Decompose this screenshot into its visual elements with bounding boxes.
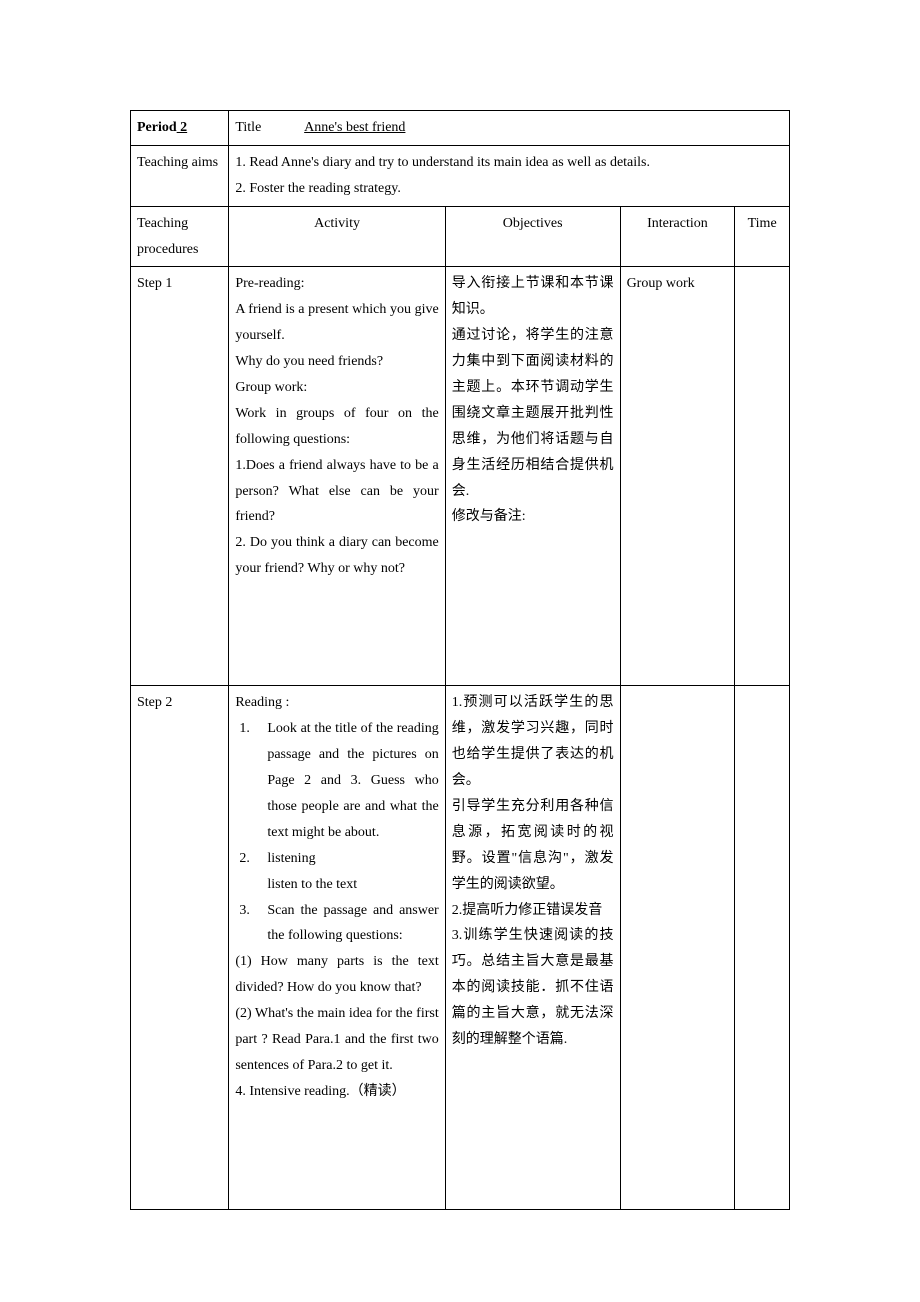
step1-obj-p2: 通过讨论，将学生的注意力集中到下面阅读材料的主题上。本环节调动学生围绕文章主题展… xyxy=(452,323,614,504)
aims-line2: 2. Foster the reading strategy. xyxy=(235,176,783,202)
step1-groupwork: Group work: xyxy=(235,375,438,401)
header-objectives: Objectives xyxy=(445,206,620,267)
step2-n1: 1. xyxy=(235,716,267,845)
step2-reading: Reading : xyxy=(235,690,438,716)
proc-label-l1: Teaching xyxy=(137,211,222,237)
step1-item1: 1.Does a friend always have to be a pers… xyxy=(235,453,438,531)
step1-time xyxy=(735,267,790,686)
cell-title: Title Anne's best friend xyxy=(229,111,790,146)
period-label: Period xyxy=(137,120,177,135)
step2-q2: (2) What's the main idea for the first p… xyxy=(235,1001,438,1079)
row-teaching-aims: Teaching aims 1. Read Anne's diary and t… xyxy=(131,145,790,206)
step2-n3-txt: Scan the passage and answer the followin… xyxy=(267,898,438,950)
period-number: 2 xyxy=(177,120,188,135)
step2-n4: 4. Intensive reading.（精读） xyxy=(235,1079,438,1105)
step2-n2-txt: listening xyxy=(267,846,438,872)
step1-activity: Pre-reading: A friend is a present which… xyxy=(229,267,445,686)
step2-obj-p2: 引导学生充分利用各种信息源，拓宽阅读时的视野。设置"信息沟"，激发学生的阅读欲望… xyxy=(452,794,614,898)
step2-n3: 3. xyxy=(235,898,267,950)
lesson-plan-page: Period 2 Title Anne's best friend Teachi… xyxy=(0,0,920,1250)
step2-q1: (1) How many parts is the text divided? … xyxy=(235,949,438,1001)
step1-q1: Why do you need friends? xyxy=(235,349,438,375)
step2-n2: 2. xyxy=(235,846,267,872)
step2-obj-p1: 1.预测可以活跃学生的思维，激发学习兴趣，同时也给学生提供了表达的机会。 xyxy=(452,690,614,794)
step1-quote: A friend is a present which you give you… xyxy=(235,297,438,349)
step2-obj-p4: 3.训练学生快速阅读的技巧。总结主旨大意是最基本的阅读技能．抓不住语篇的主旨大意… xyxy=(452,923,614,1052)
lesson-plan-table: Period 2 Title Anne's best friend Teachi… xyxy=(130,110,790,1210)
header-interaction: Interaction xyxy=(620,206,735,267)
step1-objectives: 导入衔接上节课和本节课知识。 通过讨论，将学生的注意力集中到下面阅读材料的主题上… xyxy=(445,267,620,686)
step2-objectives: 1.预测可以活跃学生的思维，激发学习兴趣，同时也给学生提供了表达的机会。 引导学… xyxy=(445,686,620,1210)
step2-item1: 1. Look at the title of the reading pass… xyxy=(235,716,438,845)
header-activity: Activity xyxy=(229,206,445,267)
proc-label-l2: procedures xyxy=(137,237,222,263)
step1-prereading: Pre-reading: xyxy=(235,271,438,297)
step2-interaction xyxy=(620,686,735,1210)
step2-n1-txt: Look at the title of the reading passage… xyxy=(267,716,438,845)
step1-gw-intro: Work in groups of four on the following … xyxy=(235,401,438,453)
row-step2: Step 2 Reading : 1. Look at the title of… xyxy=(131,686,790,1210)
step1-item2: 2. Do you think a diary can become your … xyxy=(235,530,438,582)
step1-obj-p1: 导入衔接上节课和本节课知识。 xyxy=(452,271,614,323)
step1-interaction: Group work xyxy=(620,267,735,686)
step2-item3: 3. Scan the passage and answer the follo… xyxy=(235,898,438,950)
cell-period: Period 2 xyxy=(131,111,229,146)
cell-procedures-label: Teaching procedures xyxy=(131,206,229,267)
row-step1: Step 1 Pre-reading: A friend is a presen… xyxy=(131,267,790,686)
title-label: Title xyxy=(235,120,261,135)
step2-obj-p3: 2.提高听力修正错误发音 xyxy=(452,898,614,924)
step1-obj-note: 修改与备注: xyxy=(452,504,614,530)
cell-aims-content: 1. Read Anne's diary and try to understa… xyxy=(229,145,790,206)
cell-aims-label: Teaching aims xyxy=(131,145,229,206)
step2-label: Step 2 xyxy=(131,686,229,1210)
aims-line1: 1. Read Anne's diary and try to understa… xyxy=(235,150,783,176)
step2-activity: Reading : 1. Look at the title of the re… xyxy=(229,686,445,1210)
row-procedures-header: Teaching procedures Activity Objectives … xyxy=(131,206,790,267)
step2-item2: 2. listening xyxy=(235,846,438,872)
step1-label: Step 1 xyxy=(131,267,229,686)
row-period-title: Period 2 Title Anne's best friend xyxy=(131,111,790,146)
title-value: Anne's best friend xyxy=(265,115,445,141)
header-time: Time xyxy=(735,206,790,267)
step2-time xyxy=(735,686,790,1210)
step2-n2-sub: listen to the text xyxy=(235,872,438,898)
